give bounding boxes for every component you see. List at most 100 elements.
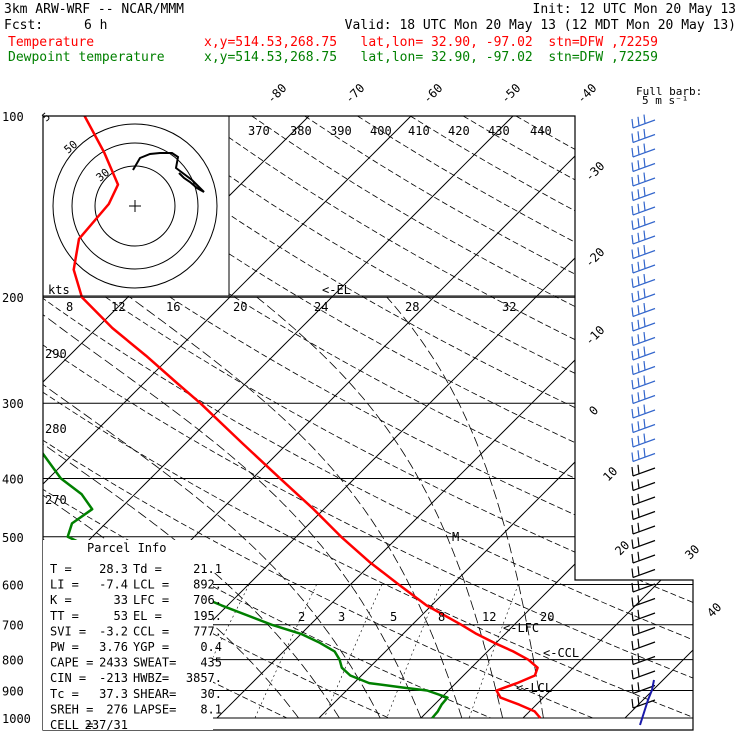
barb-staff [632,336,656,347]
parcel-value: -3.2 [99,624,128,638]
isotherm-label: -60 [420,81,445,106]
parcel-value: 28.3 [99,562,128,576]
wind-barb [631,346,656,361]
barb-feather [631,684,634,694]
barb-feather [637,319,640,329]
mixing-ratio-label: 28 [405,300,419,314]
barb-feather [637,682,640,692]
wind-barb [631,464,656,477]
parcel-key: LAPSE= [133,702,176,716]
barb-feather [631,336,634,346]
barb-feather [637,218,640,228]
wind-barb [631,129,656,144]
barb-feather [637,232,640,242]
theta-label: 390 [330,124,352,138]
parcel-key: K = [50,593,72,607]
wind-barb [631,274,656,289]
barb-feather [631,176,634,187]
wind-barb [631,638,656,651]
parcel-key: LI = [50,578,79,592]
barb-staff [632,394,656,405]
parcel-value: -7.4 [99,578,128,592]
dry-adiabat-line [43,116,693,719]
barb-feather [637,609,640,619]
barb-staff [632,293,656,303]
parcel-key: SREH = [50,702,93,716]
wind-barb [631,493,656,506]
wind-barb [631,143,656,158]
barb-staff [632,496,656,506]
barb-staff [632,583,656,593]
barb-feather [637,450,640,460]
isotherm-label: 0 [586,403,601,418]
barb-staff [632,699,656,709]
barb-staff [632,119,656,129]
mixing-ratio-label: 20 [233,300,247,314]
wind-barb [631,433,656,448]
barb-feather [643,375,646,385]
barb-feather [643,216,646,226]
barb-staff [632,481,656,492]
wind-barb [631,448,656,463]
wind-barb [631,551,656,564]
wind-barb [631,595,656,608]
barb-feather [637,203,640,213]
moist-adiabat-line [256,296,503,719]
barb-feather [631,437,634,448]
barb-feather [631,510,634,520]
parcel-key: HWBZ= [133,671,169,685]
pressure-label: 1000 [2,712,31,726]
barb-feather [643,274,646,284]
barb-feather [643,230,646,240]
mixing-ratio-label: 12 [482,610,496,624]
wind-barb [631,653,656,666]
barb-staff [632,467,656,477]
mixing-ratio-label: 20 [540,610,554,624]
barb-feather [631,147,634,158]
parcel-info-backdrop [43,540,213,730]
pressure-label: 600 [2,578,24,592]
parcel-key: CIN = [50,671,86,685]
theta-label: 270 [45,493,67,507]
barb-staff [632,162,656,173]
pressure-label: 100 [2,110,24,124]
barb-feather [631,568,634,578]
barb-feather [643,390,646,400]
barb-feather [631,191,634,201]
mixing-ratio-label: 5 [390,610,397,624]
barb-feather [631,118,634,129]
barb-staff [632,249,656,260]
parcel-value: 2433 [99,656,128,670]
barb-staff [632,278,656,289]
wind-barb [631,245,656,260]
barb-feather [643,172,646,182]
barb-feather [637,464,640,474]
temperature-profile [72,116,542,719]
lfc-marker: <-LFC [503,621,539,635]
wind-barb [631,201,656,216]
barb-feather [643,346,646,356]
parcel-key: LFC = [133,593,169,607]
barb-feather [643,448,646,458]
mixing-ratio-label: 8 [66,300,73,314]
parcel-value: 0.4 [200,640,222,654]
mixing-ratio-label: 2 [298,610,305,624]
barb-feather [631,379,634,390]
barb-staff [632,409,656,419]
el-marker: <-EL [322,283,351,297]
theta-label: 370 [248,124,270,138]
wind-barb [631,419,656,434]
barb-feather [631,162,634,172]
barb-feather [631,321,634,332]
hodograph-units: kts [48,283,70,297]
barb-staff [632,365,656,376]
model-title: 3km ARW-WRF -- NCAR/MMM [4,2,185,17]
parcel-key: YGP = [133,640,169,654]
barb-staff [632,264,656,274]
parcel-value: 237/31 [85,718,128,732]
hodograph-ring [52,123,218,289]
forecast-hour: 6 h [84,18,108,33]
barb-feather [637,247,640,257]
parcel-key: EL = [133,609,162,623]
wind-barb [631,390,656,405]
